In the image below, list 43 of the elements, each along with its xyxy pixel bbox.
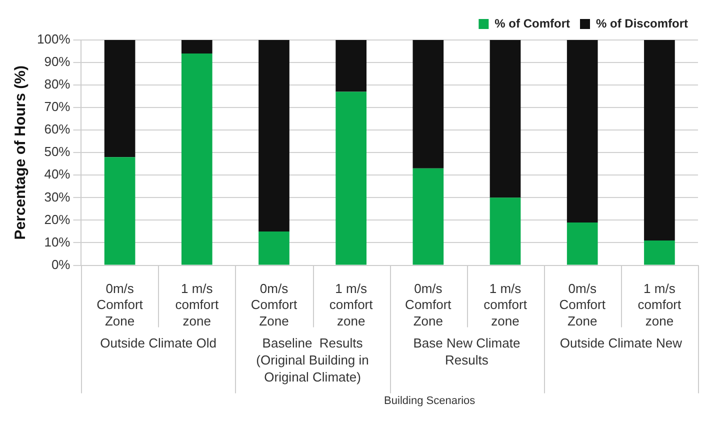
text: Building Scenarios [384, 394, 476, 407]
legend-label: % of Discomfort [596, 16, 688, 30]
bar [104, 157, 136, 265]
text: Base New Climate Results [413, 335, 520, 368]
x-tick-label: 0m/s Comfort Zone [405, 280, 452, 328]
y-tick-label: 10% [44, 234, 71, 250]
bar [181, 40, 212, 54]
y-tick-label: 80% [44, 76, 71, 92]
x-tick-label: 1 m/s comfort zone [638, 280, 682, 328]
text: Outside Climate Old [100, 335, 217, 350]
y-tick-label: 100% [37, 32, 71, 47]
bar [258, 40, 290, 232]
bar [412, 168, 444, 265]
bar [644, 40, 675, 240]
y-tick-label: 70% [44, 99, 71, 114]
x-tick-label: 1 m/s comfort zone [329, 280, 374, 328]
bar [181, 54, 212, 265]
bar [258, 231, 290, 265]
x-tick-label: 1 m/s comfort zone [175, 280, 219, 328]
y-axis-title: Percentage of Hours (%) [12, 66, 30, 240]
x-tick-label: 0m/s Comfort Zone [96, 280, 144, 328]
y-tick-label: 60% [44, 122, 71, 137]
bar [104, 40, 136, 158]
y-tick-label: 50% [44, 144, 71, 160]
bar [336, 92, 366, 265]
bar [490, 40, 521, 198]
bar [644, 240, 675, 265]
x-tick-label: 0m/s Comfort Zone [250, 280, 298, 328]
y-tick-label: 20% [44, 212, 71, 227]
bar [566, 40, 598, 222]
y-tick-label: 90% [44, 54, 71, 70]
y-tick-label: 0% [51, 256, 71, 272]
bar [566, 222, 598, 265]
x-tick-label: 1 m/s comfort zone [484, 280, 528, 328]
text: Outside Climate New [560, 335, 683, 350]
x-tick-label: 0m/s Comfort Zone [559, 280, 606, 328]
y-tick-label: 30% [44, 189, 71, 204]
bar [336, 40, 366, 92]
text: Baseline Results (Original Building in Original Climate) [256, 335, 369, 384]
bar [412, 40, 444, 168]
bar [490, 198, 521, 265]
legend-label: % of Comfort [494, 16, 570, 30]
y-tick-label: 40% [44, 166, 71, 182]
